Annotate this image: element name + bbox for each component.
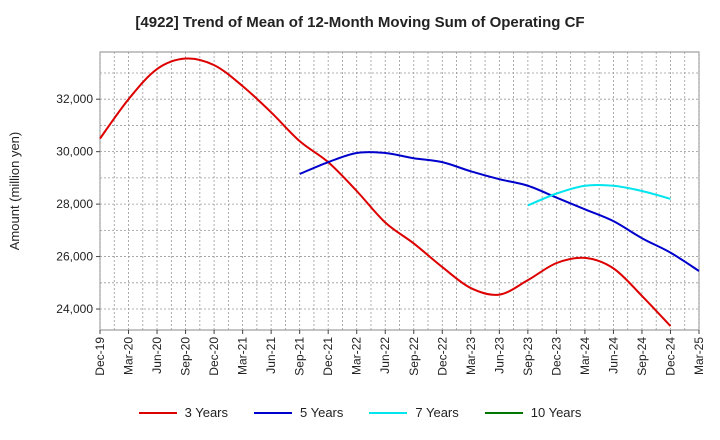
x-tick-label: Mar-25 xyxy=(692,337,706,375)
x-tick-label: Mar-24 xyxy=(578,337,592,375)
x-tick-label: Dec-21 xyxy=(321,337,335,376)
plot-area xyxy=(99,51,700,331)
x-tick-label: Sep-22 xyxy=(407,337,421,376)
legend-swatch xyxy=(484,411,523,414)
x-tick-label: Mar-20 xyxy=(122,337,136,375)
legend-item: 10 Years xyxy=(484,405,582,420)
y-axis-label: Amount (million yen) xyxy=(7,132,22,251)
legend: 3 Years 5 Years 7 Years 10 Years xyxy=(0,405,720,420)
x-tick-label: Dec-24 xyxy=(663,337,677,376)
legend-item: 3 Years xyxy=(138,405,228,420)
legend-label: 5 Years xyxy=(300,405,344,420)
x-tick-label: Jun-24 xyxy=(606,337,620,374)
chart-title: [4922] Trend of Mean of 12-Month Moving … xyxy=(135,14,585,31)
x-tick-label: Sep-23 xyxy=(521,337,535,376)
series-line-5-years xyxy=(299,151,700,272)
x-tick-label: Mar-23 xyxy=(464,337,478,375)
x-tick-label: Dec-19 xyxy=(93,337,107,376)
y-axis-ticks: 24,000 26,000 28,000 30,000 32,000 xyxy=(56,92,100,316)
x-tick-label: Sep-20 xyxy=(179,337,193,376)
legend-item: 5 Years xyxy=(254,405,343,420)
x-tick-label: Jun-20 xyxy=(150,337,164,374)
x-tick-label: Sep-24 xyxy=(635,337,649,376)
x-tick-label: Mar-21 xyxy=(236,337,250,375)
series-line-7-years xyxy=(527,183,671,207)
x-tick-label: Sep-21 xyxy=(293,337,307,376)
x-axis-ticks: Dec-19 Mar-20 Jun-20 Sep-20 Dec-20 Mar-21 Jun-… xyxy=(93,330,706,376)
legend-label: 7 Years xyxy=(415,405,459,420)
legend-swatch xyxy=(369,411,408,414)
series-line-3-years xyxy=(99,57,672,327)
legend-item: 7 Years xyxy=(369,405,459,420)
y-tick-label: 30,000 xyxy=(56,145,93,159)
x-tick-label: Mar-22 xyxy=(350,337,364,375)
x-tick-label: Dec-23 xyxy=(549,337,563,376)
x-tick-label: Jun-22 xyxy=(378,337,392,374)
legend-swatch xyxy=(138,411,177,414)
y-tick-label: 28,000 xyxy=(56,197,93,211)
x-tick-label: Jun-21 xyxy=(264,337,278,374)
legend-label: 10 Years xyxy=(530,405,582,420)
x-tick-label: Dec-20 xyxy=(207,337,221,376)
legend-label: 3 Years xyxy=(184,405,228,420)
x-tick-label: Dec-22 xyxy=(435,337,449,376)
series-lines xyxy=(99,57,700,327)
legend-swatch xyxy=(254,411,292,414)
y-tick-label: 24,000 xyxy=(56,302,93,316)
y-tick-label: 26,000 xyxy=(56,250,93,264)
x-tick-label: Jun-23 xyxy=(492,337,506,374)
y-tick-label: 32,000 xyxy=(56,92,93,106)
